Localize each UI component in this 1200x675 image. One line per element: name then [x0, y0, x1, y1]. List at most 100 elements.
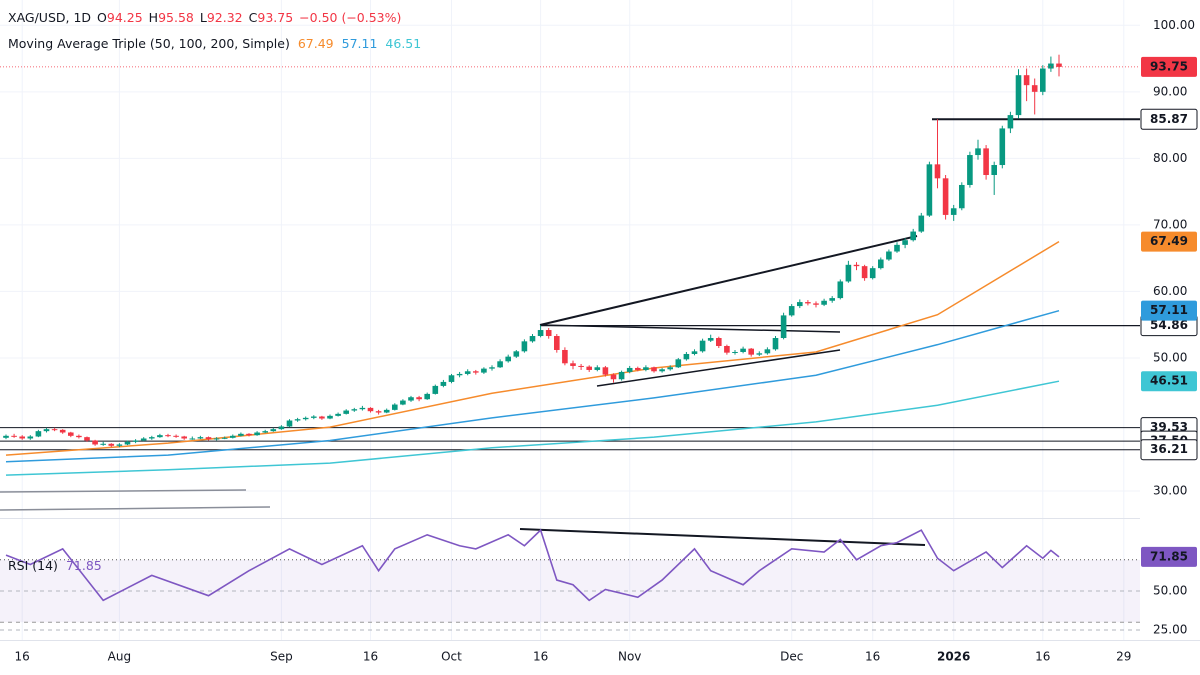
x-tick-label: Aug: [108, 650, 131, 664]
y-tick-label: 90.00: [1153, 84, 1187, 98]
y-tick-label: 100.00: [1153, 18, 1195, 32]
ma-values: 67.49 57.11 46.51: [298, 36, 421, 51]
candle-body: [756, 353, 763, 355]
ma-value: 46.51: [385, 36, 421, 51]
candle-body: [181, 436, 187, 439]
candle-body: [724, 345, 730, 353]
ma-title: Moving Average Triple (50, 100, 200, Sim…: [8, 36, 290, 51]
moving-average: [5, 240, 1060, 456]
y-tick-label: 60.00: [1153, 284, 1187, 298]
candle-body: [626, 367, 633, 372]
candle-body: [92, 440, 98, 445]
price-label: 54.86: [1150, 318, 1188, 332]
candle-body: [375, 411, 382, 413]
candle-body: [278, 426, 285, 430]
price-label: 67.49: [1150, 234, 1188, 248]
candle-body: [934, 164, 941, 179]
x-tick-label: 16: [363, 650, 378, 664]
candle-body: [1048, 63, 1054, 69]
candle-body: [189, 438, 196, 440]
y-tick-label: 30.00: [1153, 484, 1187, 498]
candle-body: [286, 420, 293, 427]
moving-average: [5, 309, 1060, 463]
candle-body: [796, 302, 803, 307]
candle-body: [416, 397, 422, 400]
candle-body: [942, 178, 949, 215]
candle-body: [472, 371, 479, 373]
ohlc-field: C: [249, 10, 258, 25]
candle-body: [659, 369, 665, 372]
candle-body: [764, 349, 771, 354]
candle-body: [715, 338, 722, 346]
x-tick-label: 16: [533, 650, 548, 664]
trend-line: [539, 235, 918, 326]
price-label: 39.53: [1150, 420, 1188, 434]
candle-body: [780, 315, 787, 339]
candle-body: [124, 441, 131, 445]
candle-body: [351, 409, 358, 411]
candle-body: [270, 429, 277, 432]
ohlc-field: O: [97, 10, 107, 25]
candle-body: [813, 303, 819, 305]
candle-body: [335, 413, 341, 416]
candle-body: [999, 128, 1006, 166]
candle-body: [481, 368, 487, 373]
candle-body: [464, 371, 471, 374]
candle-body: [975, 148, 981, 156]
candle-body: [497, 361, 503, 368]
ohlc-value: 92.32: [207, 10, 243, 25]
candle-body: [699, 340, 706, 352]
candle-body: [553, 336, 560, 350]
candle-body: [148, 437, 155, 439]
candle-body: [383, 409, 390, 413]
candle-body: [238, 433, 244, 436]
candle-body: [229, 435, 236, 438]
candle-body: [59, 429, 66, 433]
candle-body: [140, 438, 147, 441]
candle-body: [19, 436, 25, 439]
candle-body: [748, 348, 754, 355]
rsi-tick-label: 25.00: [1153, 623, 1187, 637]
trend-line: [596, 349, 841, 387]
candle-body: [432, 385, 439, 394]
ohlc-field: H: [149, 10, 158, 25]
ohlc-value: 93.75: [257, 10, 293, 25]
plot: [0, 54, 1140, 602]
rsi-title: RSI (14): [8, 558, 58, 573]
candle-body: [108, 443, 115, 446]
candle-body: [651, 367, 657, 372]
candle-body: [1056, 63, 1062, 67]
candle-body: [675, 359, 682, 368]
candle-body: [837, 281, 844, 299]
candle-body: [691, 351, 698, 354]
symbol-legend: XAG/USD, 1D O94.25 H95.58 L92.32 C93.75 −0.50…: [8, 10, 401, 25]
price-axis: 100.00 90.00 80.00 70.00 60.00 50.00 30.00 50.0…: [1140, 18, 1198, 637]
candle-body: [367, 407, 374, 412]
moving-average: [5, 380, 1060, 476]
candle-body: [707, 338, 714, 341]
candle-body: [853, 264, 860, 267]
time-axis-line: [0, 640, 1200, 641]
candle-body: [1007, 115, 1014, 129]
candle-body: [634, 367, 641, 370]
candle-body: [991, 165, 997, 175]
candle-body: [505, 356, 511, 362]
candle-body: [926, 164, 933, 216]
change: −0.50 (−0.53%): [299, 10, 401, 25]
ma-legend: Moving Average Triple (50, 100, 200, Sim…: [8, 36, 421, 51]
candle-body: [116, 444, 123, 446]
candle-body: [310, 416, 317, 418]
ohlc-field: L: [200, 10, 207, 25]
trend-line: [0, 489, 247, 493]
candle-body: [1023, 75, 1030, 86]
candle-body: [845, 264, 852, 282]
candle-body: [254, 432, 260, 436]
candle-body: [197, 437, 204, 439]
candle-body: [424, 393, 430, 400]
candle-body: [869, 268, 876, 279]
candle-body: [578, 365, 584, 367]
price-label: 71.85: [1150, 549, 1188, 563]
candle-body: [173, 435, 179, 437]
x-tick-label: Dec: [780, 650, 803, 664]
